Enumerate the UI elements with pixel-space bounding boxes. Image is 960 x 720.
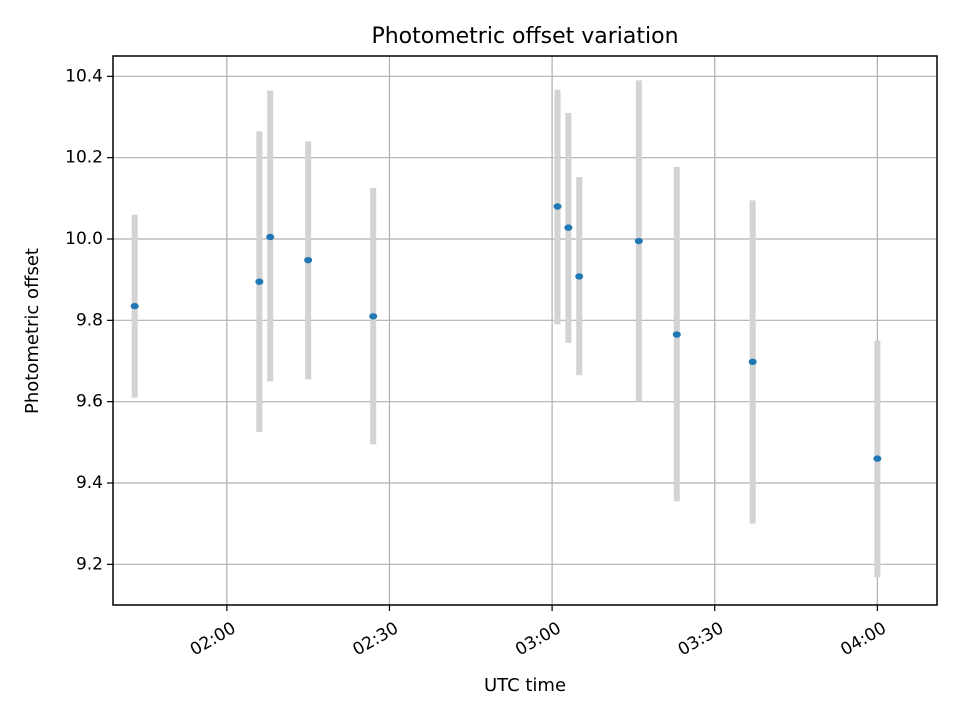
x-tick-label: 04:00 bbox=[837, 618, 889, 660]
data-point bbox=[266, 233, 275, 241]
data-point bbox=[553, 203, 562, 210]
ticks: 02:00 02:30 03:00 03:30 04:00 9.2 9.4 9.6 9.8 10.… bbox=[65, 66, 890, 660]
error-bars bbox=[131, 80, 881, 578]
y-tick-label: 9.6 bbox=[76, 392, 103, 412]
y-tick-label: 10.0 bbox=[65, 229, 103, 249]
data-point bbox=[748, 358, 757, 366]
data-point bbox=[255, 278, 264, 285]
x-tick-label: 02:00 bbox=[187, 618, 239, 660]
chart-title: Photometric offset variation bbox=[371, 24, 678, 49]
y-tick-label: 9.4 bbox=[76, 473, 103, 493]
x-axis-label: UTC time bbox=[484, 675, 566, 696]
plot-frame bbox=[112, 55, 938, 606]
x-tick-label: 02:30 bbox=[350, 618, 402, 660]
data-point bbox=[369, 313, 378, 320]
y-tick-label: 10.2 bbox=[65, 148, 103, 168]
y-axis-label: Photometric offset bbox=[22, 248, 43, 414]
y-tick-label: 10.4 bbox=[65, 66, 103, 86]
y-tick-label: 9.8 bbox=[76, 310, 103, 330]
data-point bbox=[575, 273, 584, 280]
data-point bbox=[564, 224, 573, 231]
data-points bbox=[130, 203, 882, 462]
data-point bbox=[672, 331, 681, 338]
data-point bbox=[304, 256, 313, 264]
grid bbox=[113, 56, 937, 605]
y-tick-label: 9.2 bbox=[76, 554, 103, 574]
x-tick-label: 03:00 bbox=[512, 618, 564, 660]
data-point bbox=[130, 302, 139, 310]
x-tick-label: 03:30 bbox=[675, 618, 727, 660]
data-point bbox=[873, 455, 882, 462]
data-point bbox=[634, 237, 643, 245]
